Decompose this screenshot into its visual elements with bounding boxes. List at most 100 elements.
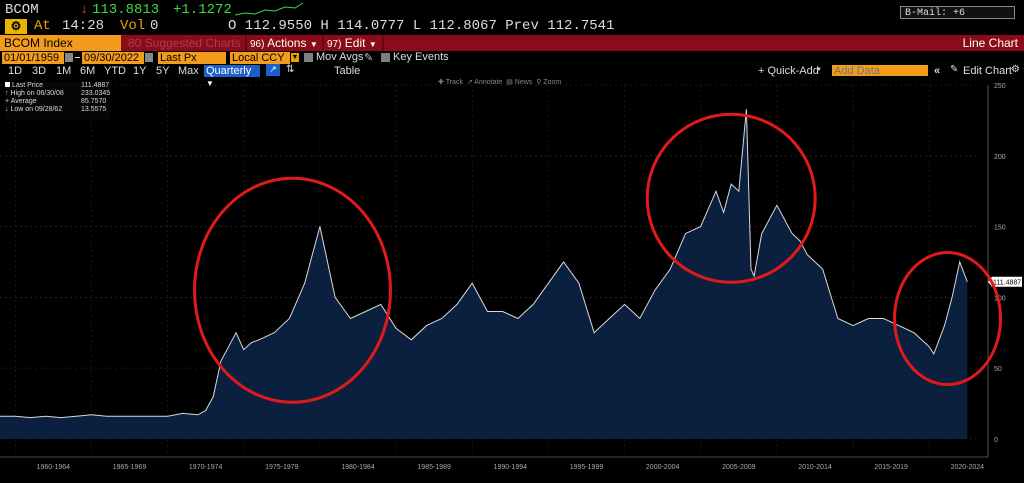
view-title: Line Chart xyxy=(962,36,1018,50)
series-line xyxy=(0,109,968,419)
period-3d[interactable]: 3D xyxy=(32,65,47,77)
actions-label: Actions xyxy=(267,36,307,50)
toolbar-divider xyxy=(322,35,324,51)
news-tool[interactable]: News xyxy=(514,79,533,86)
period-1m[interactable]: 1M xyxy=(56,65,72,77)
start-date-input[interactable]: 01/01/1959 xyxy=(2,52,64,64)
annotation-circles xyxy=(192,112,1003,404)
annotate-tool[interactable]: Annotate xyxy=(474,79,503,86)
price-chart[interactable]: 0 50 100 150 200 250 111.4887 1960-1964 1965-19… xyxy=(0,79,1024,483)
y-axis: 0 50 100 150 200 250 111.4887 xyxy=(987,83,1022,457)
collapse-icon[interactable]: « xyxy=(934,65,941,77)
chevron-down-icon[interactable]: ▼ xyxy=(816,67,822,73)
vol-value: 0 xyxy=(150,18,159,34)
security-field[interactable]: BCOM Index xyxy=(0,35,121,51)
news-icon[interactable]: ▤ xyxy=(506,79,513,86)
quote-time: 14:28 xyxy=(62,18,105,34)
calendar-icon[interactable] xyxy=(145,53,153,62)
x-tick-label: 2000-2004 xyxy=(646,464,680,471)
pencil-icon[interactable]: ✎ xyxy=(364,52,374,64)
x-tick-label: 2020-2024 xyxy=(951,464,985,471)
period-ytd[interactable]: YTD xyxy=(104,65,126,77)
x-tick-label: 1975-1979 xyxy=(265,464,299,471)
key-events-checkbox[interactable] xyxy=(381,53,390,62)
table-button[interactable]: Table xyxy=(334,65,361,77)
x-tick-label: 1970-1974 xyxy=(189,464,223,471)
legend-low-value: 13.5575 xyxy=(81,106,107,113)
chart-legend: Last Price 111.4887 ↑ High on 06/30/08 233… xyxy=(5,82,111,120)
chevron-down-icon[interactable]: ▼ xyxy=(291,53,299,62)
edit-menu[interactable]: 97) Edit ▼ xyxy=(327,35,382,51)
frequency-select[interactable]: Quarterly ▼ xyxy=(204,65,260,88)
function-toolbar: BCOM Index 80 Suggested Charts 96) Actio… xyxy=(0,35,1024,51)
bulb-icon[interactable]: ⚙ xyxy=(5,19,27,34)
frequency-label: Quarterly xyxy=(206,65,252,77)
edit-label: Edit xyxy=(344,36,366,50)
actions-number: 96) xyxy=(250,39,265,50)
chart-style-icon[interactable]: ⇅ xyxy=(286,64,295,75)
period-6m[interactable]: 6M xyxy=(80,65,96,77)
currency-select[interactable]: Local CCY xyxy=(230,52,290,64)
period-5y[interactable]: 5Y xyxy=(156,65,170,77)
y-tick-label: 0 xyxy=(994,437,998,444)
last-value-tag xyxy=(988,276,1022,287)
last-price: 113.8813 xyxy=(92,2,160,18)
edit-chart-button[interactable]: Edit Chart xyxy=(963,65,1012,77)
legend-high-label: High on 06/30/08 xyxy=(10,90,64,97)
chevron-down-icon: ▼ xyxy=(368,40,377,49)
legend-avg-value: 85.7570 xyxy=(81,98,107,105)
mov-avgs-checkbox[interactable] xyxy=(304,53,313,62)
zoom-tool[interactable]: Zoom xyxy=(543,79,562,86)
toolbar-divider xyxy=(382,35,384,51)
bmail-button[interactable]: B-Mail: +6 xyxy=(900,6,1015,19)
legend-last-value: 111.4887 xyxy=(81,82,110,89)
sparkline-icon xyxy=(235,2,304,16)
x-tick-label: 1995-1999 xyxy=(570,464,604,471)
toolbar-divider xyxy=(245,35,247,51)
line-chart-icon[interactable]: ↗ xyxy=(266,64,280,76)
y-tick-label: 150 xyxy=(994,225,1006,232)
end-date-input[interactable]: 09/30/2022 xyxy=(82,52,144,64)
vol-label: Vol xyxy=(120,18,146,34)
crosshair-icon[interactable]: ✚ xyxy=(438,79,444,86)
x-tick-label: 1980-1984 xyxy=(341,464,375,471)
period-1y[interactable]: 1Y xyxy=(133,65,147,77)
period-bar: 1D 3D 1M 6M YTD 1Y 5Y Max Quarterly ▼ ↗ … xyxy=(0,64,1024,88)
chart-tools: ✚ Track ↗ Annotate ▤ News ⚲ Zoom xyxy=(438,78,561,86)
annotation-circle xyxy=(192,176,392,404)
x-tick-label: 2005-2009 xyxy=(722,464,756,471)
x-axis: 1960-1964 1965-1969 1970-1974 1975-1979 1980… xyxy=(0,456,988,471)
at-label: At xyxy=(34,18,51,34)
pencil-icon[interactable]: ✎ xyxy=(950,64,959,75)
track-tool[interactable]: Track xyxy=(445,79,463,86)
calendar-icon[interactable] xyxy=(65,53,73,62)
edit-number: 97) xyxy=(327,39,342,50)
field-select[interactable]: Last Px xyxy=(158,52,226,64)
quick-add-button[interactable]: + Quick-Add xyxy=(758,65,819,77)
net-change: +1.1272 xyxy=(173,2,232,18)
quote-header: BCOM ↓ 113.8813 +1.1272 B-Mail: +6 xyxy=(0,0,1024,19)
period-1d[interactable]: 1D xyxy=(8,65,23,77)
ticker-symbol[interactable]: BCOM xyxy=(5,2,39,18)
price-direction-icon: ↓ xyxy=(80,2,89,18)
key-events-label: Key Events xyxy=(393,51,449,63)
x-tick-label: 2010-2014 xyxy=(798,464,832,471)
y-tick-label: 50 xyxy=(994,366,1002,373)
y-tick-label: 250 xyxy=(994,83,1006,90)
chevron-down-icon: ▼ xyxy=(206,79,214,88)
settings-icon[interactable]: ⚙ xyxy=(1011,64,1020,75)
actions-menu[interactable]: 96) Actions ▼ xyxy=(250,35,320,51)
annotation-circle xyxy=(645,112,817,284)
add-data-input[interactable] xyxy=(832,65,928,76)
legend-low-label: Low on 09/28/62 xyxy=(10,106,63,113)
annotate-icon[interactable]: ↗ xyxy=(466,79,473,86)
y-tick-label: 100 xyxy=(994,295,1006,302)
zoom-icon[interactable]: ⚲ xyxy=(536,79,542,86)
period-max[interactable]: Max xyxy=(178,65,199,77)
legend-last-label: Last Price xyxy=(11,82,44,89)
x-tick-label: 1965-1969 xyxy=(113,464,147,471)
legend-high-value: 233.0345 xyxy=(81,90,111,97)
suggested-charts-button[interactable]: 80 Suggested Charts xyxy=(128,36,241,50)
last-value-label: 111.4887 xyxy=(993,280,1021,287)
annotation-circle xyxy=(893,251,1003,387)
